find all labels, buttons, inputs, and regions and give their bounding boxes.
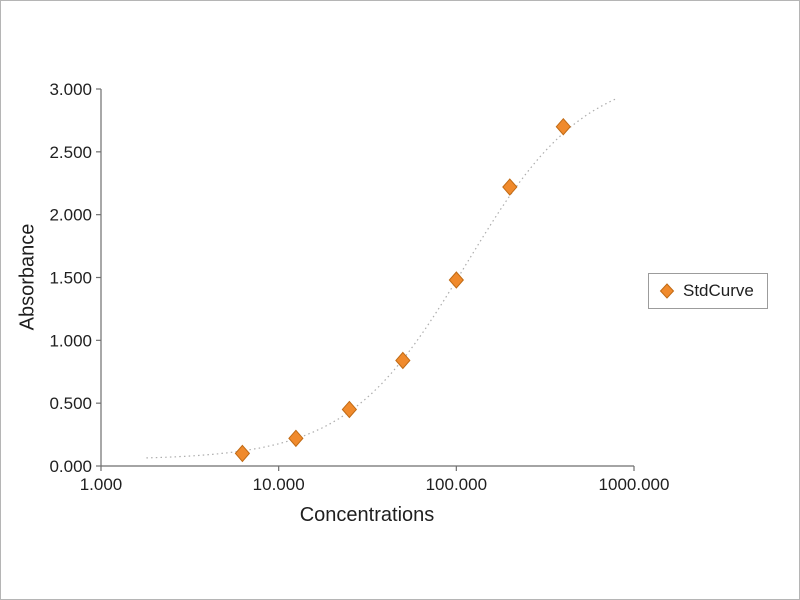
y-tick-label: 1.500 xyxy=(49,269,92,288)
y-tick-label: 0.000 xyxy=(49,457,92,476)
x-tick-label: 100.000 xyxy=(426,475,487,494)
x-tick-label: 1000.000 xyxy=(599,475,670,494)
y-tick-label: 0.500 xyxy=(49,394,92,413)
data-point-marker xyxy=(341,400,358,419)
data-point-marker xyxy=(448,271,464,289)
y-axis-title: Absorbance xyxy=(16,223,39,331)
y-tick-label: 2.000 xyxy=(49,206,92,225)
x-axis-title: Concentrations xyxy=(299,504,435,526)
y-tick-label: 2.500 xyxy=(49,143,92,162)
data-point-marker xyxy=(395,351,411,370)
fit-curve xyxy=(146,97,618,459)
data-point-marker xyxy=(502,178,518,196)
data-point-marker xyxy=(288,429,304,448)
legend: StdCurve xyxy=(648,273,768,309)
x-tick-label: 10.000 xyxy=(253,475,305,494)
legend-diamond-icon xyxy=(659,283,675,299)
legend-label: StdCurve xyxy=(683,281,754,300)
x-tick-label: 1.000 xyxy=(80,475,123,494)
y-tick-label: 3.000 xyxy=(49,80,92,99)
data-point-marker xyxy=(555,117,571,136)
y-tick-label: 1.000 xyxy=(49,331,92,350)
data-point-marker xyxy=(234,444,251,463)
